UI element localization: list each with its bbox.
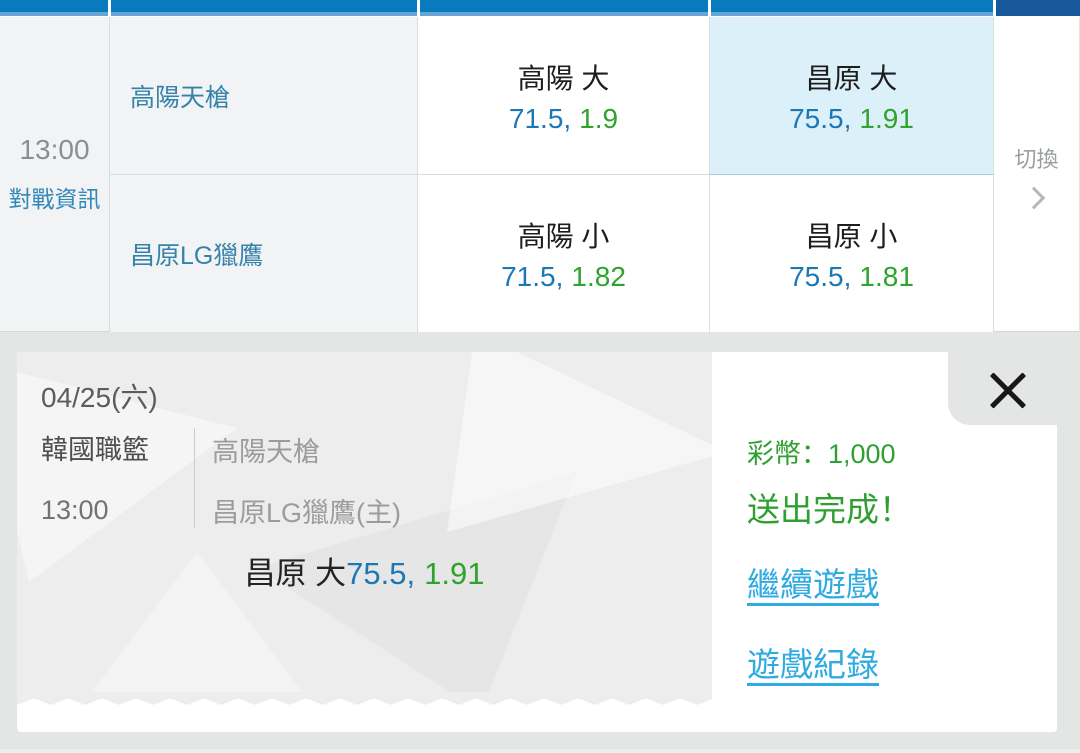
league-time-column: 韓國職籃 13:00 (41, 428, 187, 526)
header-segment-odds-2 (711, 0, 993, 16)
lower-section: 04/25(六) 韓國職籃 13:00 高陽天槍 昌原LG獵鷹(主) 昌原 大7… (0, 332, 1080, 753)
league-name: 韓國職籃 (41, 435, 149, 465)
odds-cell-home-over-selected[interactable]: 昌原 大 75.5, 1.91 (710, 17, 994, 175)
match-time: 13:00 (41, 495, 109, 525)
selection-label: 昌原 大 (244, 556, 347, 591)
header-segment-time (0, 0, 108, 16)
bet-slip-receipt: 04/25(六) 韓國職籃 13:00 高陽天槍 昌原LG獵鷹(主) 昌原 大7… (17, 352, 1057, 732)
receipt-zigzag-edge (17, 692, 712, 705)
header-segment-teams (111, 0, 417, 16)
home-team-cell: 昌原LG獵鷹 (110, 175, 418, 333)
match-date: 04/25(六) (41, 382, 158, 413)
close-icon[interactable] (986, 368, 1030, 412)
odds-value: 1.91 (859, 102, 914, 134)
away-team-name: 高陽天槍 (130, 83, 231, 112)
odds-values: 75.5, 1.81 (789, 261, 914, 293)
odds-values: 71.5, 1.82 (501, 261, 626, 293)
odds-value: 1.9 (579, 102, 619, 134)
texture-facet (447, 352, 712, 532)
handicap-value: 75.5, (789, 260, 852, 292)
coins-balance: 彩幣：1,000 (747, 439, 896, 469)
odds-values: 75.5, 1.91 (789, 103, 914, 135)
odds-label: 昌原 小 (805, 220, 898, 252)
away-team-cell: 高陽天槍 (110, 17, 418, 175)
teams-column: 高陽天槍 昌原LG獵鷹(主) (212, 430, 401, 530)
bet-selection: 昌原 大75.5, 1.91 (17, 548, 712, 593)
home-team-name: 昌原LG獵鷹 (130, 241, 264, 270)
chevron-right-icon (1022, 186, 1045, 210)
home-team-name: 昌原LG獵鷹(主) (212, 498, 401, 528)
game-history-link[interactable]: 遊戲紀錄 (747, 646, 879, 683)
odds-label: 高陽 大 (517, 62, 610, 94)
switch-label: 切換 (1014, 147, 1059, 172)
bet-slip-details-panel: 04/25(六) 韓國職籃 13:00 高陽天槍 昌原LG獵鷹(主) 昌原 大7… (17, 352, 712, 692)
handicap-value: 75.5, (789, 102, 852, 134)
header-segment-switch (996, 0, 1080, 16)
bottom-divider (0, 749, 1080, 753)
continue-game-link[interactable]: 繼續遊戲 (747, 566, 879, 603)
selection-odds: 1.91 (424, 556, 485, 591)
match-time-cell: 13:00 對戰資訊 (0, 17, 110, 332)
odds-cell-away-under[interactable]: 高陽 小 71.5, 1.82 (418, 175, 710, 333)
odds-cell-home-under[interactable]: 昌原 小 75.5, 1.81 (710, 175, 994, 333)
match-time: 13:00 (19, 134, 90, 165)
switch-odds-button[interactable]: 切換 (994, 17, 1080, 332)
submit-status: 送出完成！ (747, 491, 912, 528)
handicap-value: 71.5, (501, 260, 564, 292)
odds-values: 71.5, 1.9 (509, 103, 618, 135)
odds-cell-away-over[interactable]: 高陽 大 71.5, 1.9 (418, 17, 710, 175)
close-cutout (948, 352, 1080, 425)
header-segment-odds-1 (420, 0, 708, 16)
selection-handicap: 75.5, (346, 556, 416, 591)
odds-value: 1.81 (859, 260, 914, 292)
away-team-name: 高陽天槍 (212, 437, 320, 467)
odds-value: 1.82 (571, 260, 626, 292)
odds-label: 昌原 大 (805, 62, 898, 94)
match-info-link[interactable]: 對戰資訊 (8, 186, 101, 212)
vertical-divider (194, 428, 195, 528)
odds-label: 高陽 小 (517, 220, 610, 252)
handicap-value: 71.5, (508, 102, 572, 134)
